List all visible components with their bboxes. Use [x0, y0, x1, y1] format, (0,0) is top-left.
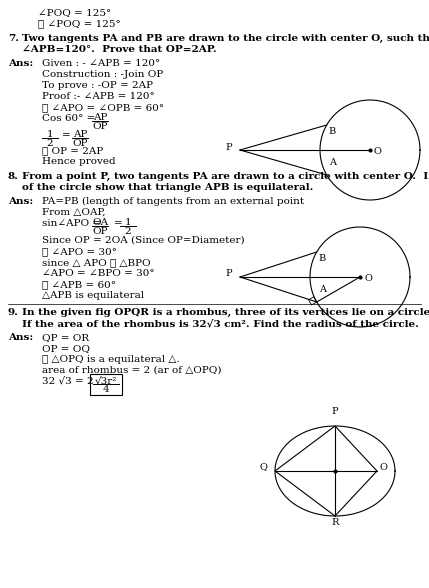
Text: ∴ OP = 2AP: ∴ OP = 2AP: [42, 146, 103, 155]
Text: OP: OP: [92, 227, 108, 236]
Text: OA: OA: [92, 218, 108, 227]
Text: PA=PB (length of tangents from an external point: PA=PB (length of tangents from an extern…: [42, 197, 304, 206]
Text: ∴ ∠APO = 30°: ∴ ∠APO = 30°: [42, 247, 117, 256]
Text: ∠APB=120°.  Prove that OP=2AP.: ∠APB=120°. Prove that OP=2AP.: [22, 45, 217, 54]
Text: O: O: [364, 274, 372, 283]
Text: =: =: [114, 219, 123, 228]
Text: A: A: [319, 285, 326, 294]
Text: Q: Q: [259, 463, 267, 472]
Text: P: P: [225, 269, 232, 279]
Text: area of rhombus = 2 (ar of △OPQ): area of rhombus = 2 (ar of △OPQ): [42, 366, 221, 375]
Text: Two tangents PA and PB are drawn to the circle with center O, such that: Two tangents PA and PB are drawn to the …: [22, 34, 429, 43]
Text: of the circle show that triangle APB is equilateral.: of the circle show that triangle APB is …: [22, 183, 313, 192]
Bar: [90, 374, 122, 395]
Text: Construction : -Join OP: Construction : -Join OP: [42, 70, 163, 79]
Text: 4: 4: [103, 385, 109, 394]
Text: In the given fig OPQR is a rhombus, three of its vertices lie on a circle with c: In the given fig OPQR is a rhombus, thre…: [22, 308, 429, 317]
Text: =: =: [62, 131, 71, 140]
Text: 2: 2: [47, 139, 53, 148]
Text: Given : - ∠APB = 120°: Given : - ∠APB = 120°: [42, 59, 160, 68]
Text: ∠POQ = 125°: ∠POQ = 125°: [38, 8, 111, 17]
Text: ∴ ∠POQ = 125°: ∴ ∠POQ = 125°: [38, 19, 121, 28]
Text: sin∠APO =: sin∠APO =: [42, 219, 101, 228]
Text: O: O: [380, 463, 388, 472]
Text: 9.: 9.: [8, 308, 19, 317]
Text: O: O: [374, 147, 382, 156]
Text: AP: AP: [73, 130, 87, 139]
Text: Cos 60° =: Cos 60° =: [42, 114, 95, 123]
Text: A: A: [329, 158, 336, 167]
Text: R: R: [331, 518, 338, 527]
Text: 1: 1: [125, 218, 131, 227]
Text: Ans:: Ans:: [8, 333, 33, 342]
Text: From △OAP,: From △OAP,: [42, 208, 106, 217]
Text: OP: OP: [72, 139, 88, 148]
Text: △APB is equilateral: △APB is equilateral: [42, 291, 144, 300]
Text: Ans:: Ans:: [8, 197, 33, 206]
Text: Ans:: Ans:: [8, 59, 33, 68]
Text: Since OP = 2OA (Since OP=Diameter): Since OP = 2OA (Since OP=Diameter): [42, 236, 245, 245]
Text: Hence proved: Hence proved: [42, 157, 116, 166]
Text: 1: 1: [47, 130, 53, 139]
Text: OP = OQ: OP = OQ: [42, 344, 90, 353]
Text: P: P: [225, 142, 232, 152]
Text: ∴ ∠APB = 60°: ∴ ∠APB = 60°: [42, 280, 116, 289]
Text: 8.: 8.: [8, 172, 19, 181]
Text: 7.: 7.: [8, 34, 19, 43]
Text: since △ APO ≅ △BPO: since △ APO ≅ △BPO: [42, 258, 151, 267]
Text: QP = OR: QP = OR: [42, 333, 89, 342]
Text: ∠APO = ∠BPO = 30°: ∠APO = ∠BPO = 30°: [42, 269, 154, 278]
Text: AP: AP: [93, 113, 107, 122]
Text: ∴ ∠APO = ∠OPB = 60°: ∴ ∠APO = ∠OPB = 60°: [42, 103, 164, 112]
Text: Proof :- ∠APB = 120°: Proof :- ∠APB = 120°: [42, 92, 155, 101]
Text: From a point P, two tangents PA are drawn to a circle with center O.  If OP=diam: From a point P, two tangents PA are draw…: [22, 172, 429, 181]
Text: If the area of the rhombus is 32√3 cm². Find the radius of the circle.: If the area of the rhombus is 32√3 cm². …: [22, 319, 419, 328]
Text: √3r²: √3r²: [95, 376, 117, 385]
Text: To prove : -OP = 2AP: To prove : -OP = 2AP: [42, 81, 153, 90]
Text: 32 √3 = 2: 32 √3 = 2: [42, 377, 94, 386]
Text: 2: 2: [125, 227, 131, 236]
Text: P: P: [332, 407, 338, 416]
Text: OP: OP: [92, 122, 108, 131]
Text: ∴ △OPQ is a equilateral △.: ∴ △OPQ is a equilateral △.: [42, 355, 180, 364]
Text: B: B: [319, 254, 326, 263]
Text: B: B: [329, 127, 336, 136]
